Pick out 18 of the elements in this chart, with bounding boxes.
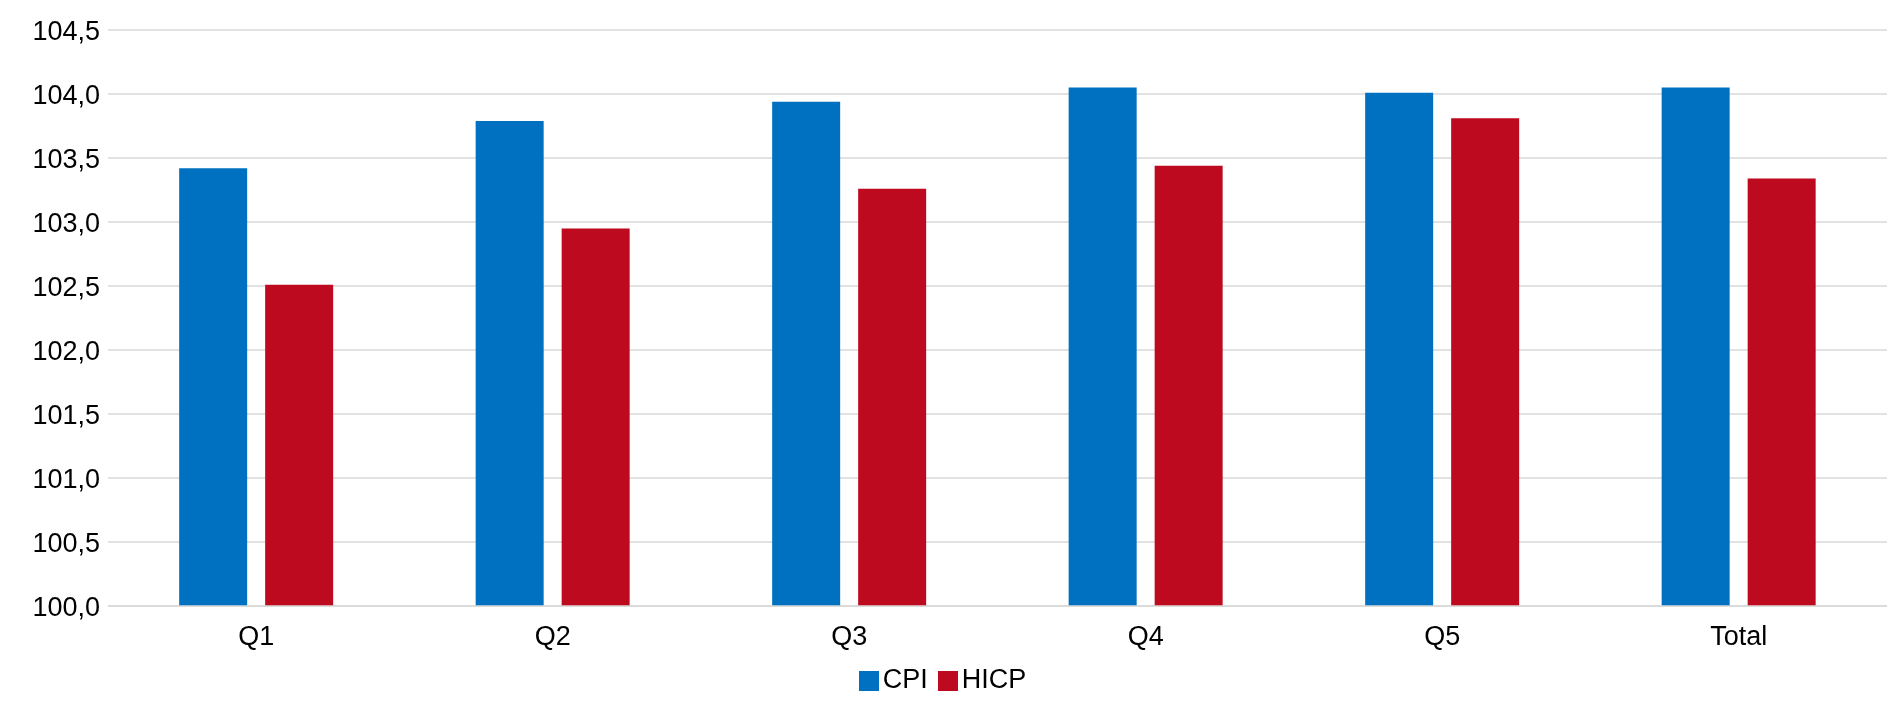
y-tick-label: 100,0 (32, 591, 100, 622)
y-tick-label: 104,0 (32, 79, 100, 110)
y-tick-label: 103,5 (32, 143, 100, 174)
y-tick-label: 101,0 (32, 463, 100, 494)
x-tick-label: Q5 (1424, 621, 1461, 652)
x-tick-label: Q2 (534, 621, 571, 652)
x-tick-label: Q3 (831, 621, 868, 652)
x-tick-label: Q4 (1127, 621, 1164, 652)
y-tick-label: 100,5 (32, 527, 100, 558)
y-tick-label: 103,0 (32, 207, 100, 238)
y-tick-label: 104,5 (32, 15, 100, 46)
x-tick-label: Total (1710, 621, 1768, 652)
y-tick-label: 102,0 (32, 335, 100, 366)
legend-label: HICP (961, 664, 1027, 694)
x-tick-label: Q1 (238, 621, 275, 652)
y-tick-label: 101,5 (32, 399, 100, 430)
legend-label: CPI (882, 664, 928, 694)
y-tick-label: 102,5 (32, 271, 100, 302)
